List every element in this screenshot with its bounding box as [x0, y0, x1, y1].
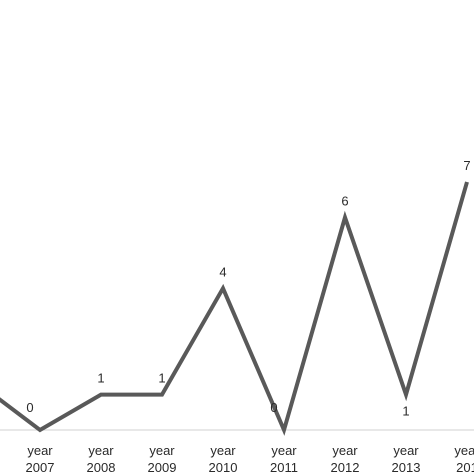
x-tick-label: year 2011: [270, 443, 298, 474]
data-label: 0: [270, 400, 277, 415]
x-tick-label: year 2009: [148, 443, 177, 474]
x-tick-labels: year 2007 year 2008 year 2009 year 2010 year 2011…: [26, 443, 474, 474]
data-labels: 0 1 1 4 0 6 1 7: [26, 158, 470, 419]
x-tick-label: year 2008: [87, 443, 116, 474]
x-tick-label: year 2007: [26, 443, 55, 474]
data-label: 1: [158, 371, 165, 386]
series-line: [0, 181, 469, 436]
data-label: 0: [26, 400, 33, 415]
data-label: 7: [463, 158, 470, 173]
data-label: 1: [97, 371, 104, 386]
data-label: 4: [219, 264, 226, 279]
x-tick-label: year 2012: [331, 443, 360, 474]
x-tick-label: year 2010: [209, 443, 238, 474]
data-label: 1: [402, 404, 409, 419]
x-tick-label: year 2013: [392, 443, 421, 474]
data-label: 6: [341, 193, 348, 208]
